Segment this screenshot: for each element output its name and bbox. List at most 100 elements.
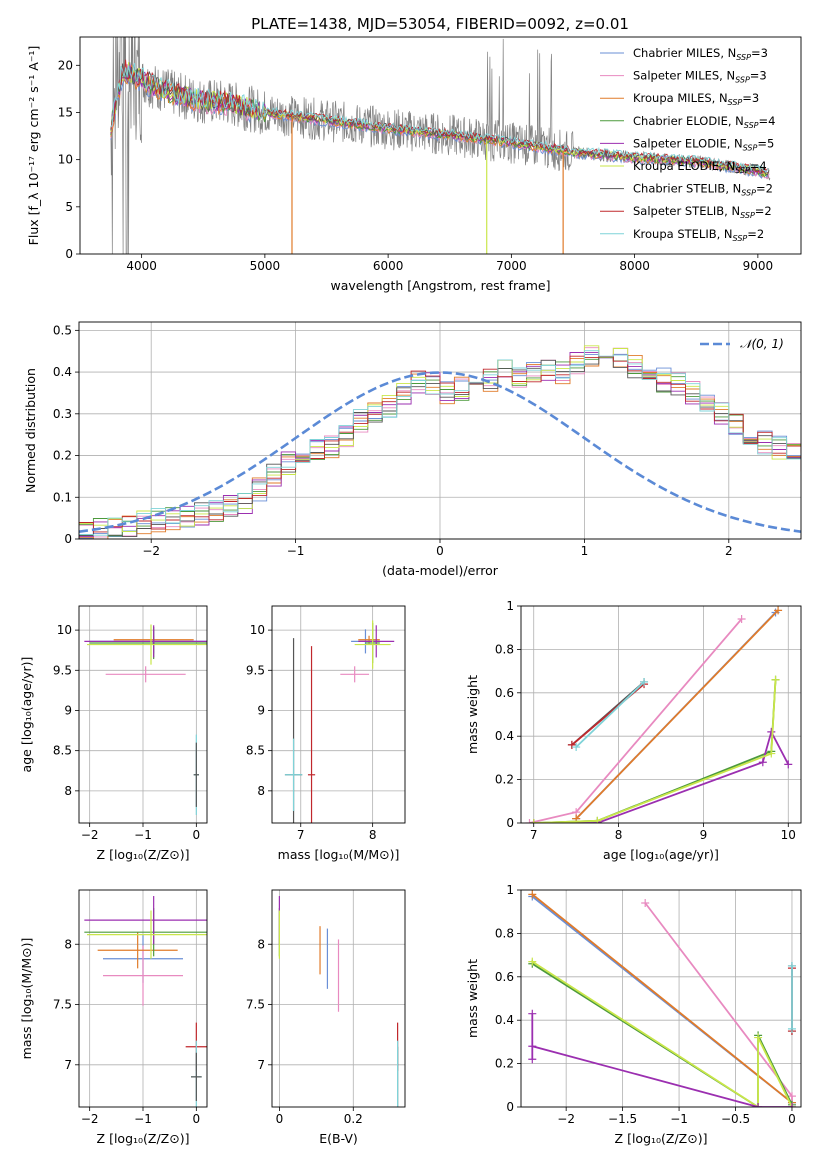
mass-weight-marker xyxy=(767,749,776,758)
axes-frame xyxy=(271,889,406,1108)
x-tick-label: −0.5 xyxy=(721,1112,750,1126)
legend-sub: SSP xyxy=(740,211,755,220)
age-vs-mass-panel: 7 8 8 8.5 9 9.5 10 mass [log₁₀(M/M⊙)] xyxy=(246,605,406,862)
plot-area xyxy=(84,896,207,1107)
x-tick-label: 2 xyxy=(725,544,733,558)
mass-weight-marker xyxy=(771,675,780,684)
axes: 4000 5000 6000 7000 8000 9000 0 5 10 15 20 waveleng… xyxy=(26,36,802,293)
y-tick-label: 8 xyxy=(64,784,72,798)
legend-sub: SSP xyxy=(743,143,758,152)
mass-weight-marker xyxy=(529,819,538,823)
mass-weight-marker xyxy=(787,1103,796,1107)
y-tick-label: 7 xyxy=(64,1058,72,1072)
mass-weight-marker xyxy=(525,819,534,823)
mass-vs-metallicity-panel: −2 −1 0 7 7.5 8 Z [log₁₀(Z/Z⊙)] mass [log₁₀(M/M… xyxy=(19,889,208,1146)
legend-label: Chabrier ELODIE, NSSP=4 xyxy=(633,114,775,130)
mass-weight-marker xyxy=(572,743,581,752)
legend-label: Chabrier STELIB, NSSP=2 xyxy=(633,182,773,198)
legend-sub: SSP xyxy=(736,53,751,62)
mass-weight-line xyxy=(575,609,779,820)
y-tick-label: 5 xyxy=(65,200,73,214)
y-tick-label: 0 xyxy=(64,532,72,546)
x-tick-label: 0 xyxy=(276,1112,284,1126)
axes-frame xyxy=(520,889,802,1108)
legend-sub: SSP xyxy=(733,234,748,243)
y-tick-label: 8 xyxy=(257,784,265,798)
y-tick-label: 0.6 xyxy=(495,686,514,700)
y-tick-label: 0.8 xyxy=(495,642,514,656)
legend-suffix: =2 xyxy=(756,182,773,196)
mass-weight-marker xyxy=(640,677,649,686)
legend-label: Salpeter STELIB, NSSP=2 xyxy=(633,204,772,220)
x-axis-label: E(B-V) xyxy=(319,1131,358,1146)
mass-weight-line xyxy=(531,893,793,1104)
plot-area xyxy=(84,624,207,815)
x-tick-label: 7 xyxy=(297,828,305,842)
legend-label: Kroupa STELIB, NSSP=2 xyxy=(633,227,764,243)
x-tick-label: 5000 xyxy=(250,259,281,273)
legend-label: Salpeter ELODIE, NSSP=5 xyxy=(633,136,774,152)
legend-sub: SSP xyxy=(741,189,756,198)
x-tick-label: 9 xyxy=(700,828,708,842)
mass-weight-line xyxy=(533,679,777,823)
x-tick-label: 0.2 xyxy=(344,1112,363,1126)
x-tick-label: 0 xyxy=(193,828,201,842)
legend-suffix: =4 xyxy=(750,159,767,173)
mass-weight-marker xyxy=(787,1024,796,1033)
x-axis-label: wavelength [Angstrom, rest frame] xyxy=(330,278,550,293)
legend-suffix: =3 xyxy=(750,69,767,83)
legend-sub: SSP xyxy=(735,166,750,175)
legend-label: Chabrier MILES, NSSP=3 xyxy=(633,46,768,62)
x-tick-label: 9000 xyxy=(743,259,774,273)
grid-lines xyxy=(272,606,405,823)
legend-suffix: =3 xyxy=(751,46,768,60)
legend-suffix: =2 xyxy=(747,227,764,241)
x-tick-label: 8000 xyxy=(619,259,650,273)
x-tick-label: −1.5 xyxy=(608,1112,637,1126)
x-tick-label: 0 xyxy=(788,1112,796,1126)
mass-weight-marker xyxy=(754,1103,763,1107)
y-tick-label: 20 xyxy=(58,58,73,72)
y-tick-label: 8 xyxy=(64,937,72,951)
legend-sub: SSP xyxy=(735,76,750,85)
y-tick-label: 0.2 xyxy=(495,773,514,787)
grid-lines xyxy=(79,606,207,823)
y-tick-label: 0.2 xyxy=(53,449,72,463)
x-axis-label: mass [log₁₀(M/M⊙)] xyxy=(278,847,400,862)
grid-lines xyxy=(521,605,801,824)
x-tick-label: −1 xyxy=(287,544,305,558)
axes: −2 −1.5 −1 −0.5 0 0 0.2 0.4 0.6 0.8 1 Z [log₁₀(Z/Z⊙… xyxy=(465,883,802,1146)
mass-weight-marker xyxy=(774,606,783,615)
x-tick-label: −2 xyxy=(142,544,160,558)
x-axis-label: Z [log₁₀(Z/Z⊙)] xyxy=(97,1131,190,1146)
age-vs-metallicity-panel: −2 −1 0 8 8.5 9 9.5 10 Z [log₁₀(Z/Z⊙)] age [log₁₀… xyxy=(19,605,208,862)
y-tick-label: 9.5 xyxy=(246,663,265,677)
y-tick-label: 0.8 xyxy=(495,926,514,940)
residual-histogram-panel: −2 −1 0 1 2 0 0.1 0.2 0.3 0.4 0.5 (data-model)/erro… xyxy=(23,321,802,578)
x-tick-label: 6000 xyxy=(373,259,404,273)
y-tick-label: 0.4 xyxy=(495,729,514,743)
y-tick-label: 10 xyxy=(58,153,73,167)
legend-suffix: =4 xyxy=(759,114,776,128)
x-tick-label: 1 xyxy=(581,544,589,558)
legend-label: Salpeter MILES, NSSP=3 xyxy=(633,69,767,85)
spectrum-panel: 4000 5000 6000 7000 8000 9000 0 5 10 15 20 waveleng… xyxy=(26,36,802,293)
legend-suffix: =5 xyxy=(757,136,774,150)
x-tick-label: 10 xyxy=(781,828,796,842)
y-tick-label: 0 xyxy=(65,247,73,261)
mass-weight-marker xyxy=(528,1009,537,1018)
legend-sub: SSP xyxy=(728,98,743,107)
x-tick-label: 0 xyxy=(436,544,444,558)
y-axis-label: age [log₁₀(age/yr)] xyxy=(19,657,34,773)
legend: Chabrier MILES, NSSP=3 Salpeter MILES, NS… xyxy=(600,46,775,243)
y-tick-label: 9.5 xyxy=(53,663,72,677)
y-axis-label: mass weight xyxy=(465,959,480,1038)
axes: −2 −1 0 8 8.5 9 9.5 10 Z [log₁₀(Z/Z⊙)] age [log₁₀… xyxy=(19,605,208,862)
y-tick-label: 8.5 xyxy=(246,744,265,758)
y-axis-label: mass [log₁₀(M/M⊙)] xyxy=(19,938,34,1060)
axes-frame xyxy=(520,605,802,824)
y-tick-label: 0.1 xyxy=(53,490,72,504)
model-spectrum xyxy=(110,59,770,174)
plot-area xyxy=(528,890,796,1107)
